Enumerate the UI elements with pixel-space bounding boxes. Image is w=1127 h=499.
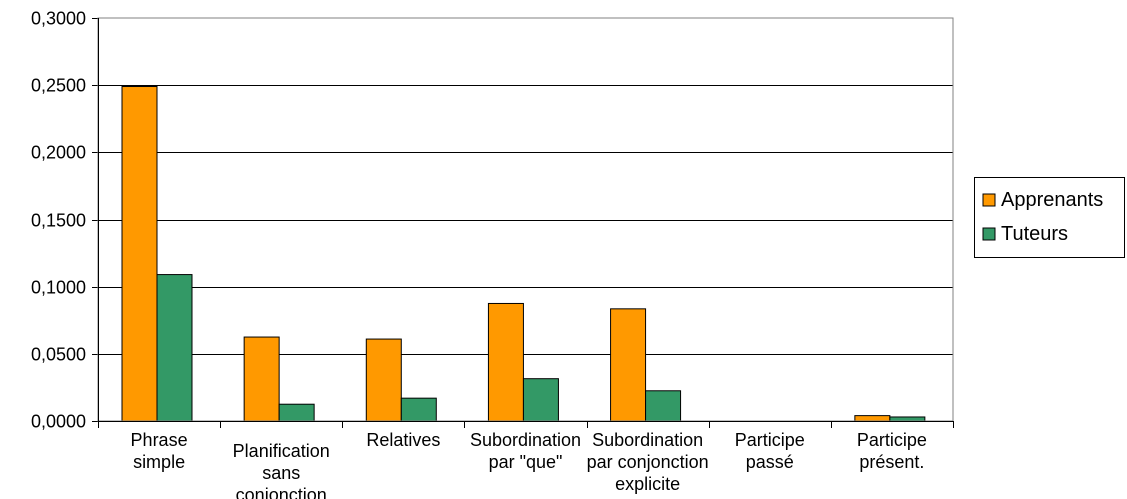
x-axis-labels: Phrase simple Planification sans conjonction…	[131, 430, 927, 499]
gridlines	[98, 85, 953, 355]
y-axis-ticks: 0,0000 0,0500 0,1000 0,1500 0,2000 0,2500 0,30…	[31, 9, 98, 432]
bar-apprenants-6	[854, 415, 891, 422]
legend-box	[974, 177, 1125, 258]
legend: Apprenants Tuteurs	[974, 177, 1125, 258]
y-tick-label: 0,0000	[31, 412, 86, 432]
y-tick-label: 0,1500	[31, 211, 86, 231]
x-category-label: Planification sans conjonction	[233, 441, 330, 499]
bar-tuteurs-2	[400, 397, 437, 422]
legend-swatch	[982, 227, 996, 241]
bar-apprenants-4	[610, 308, 647, 422]
bar-tuteurs-4	[645, 390, 682, 422]
bar-tuteurs-0	[156, 274, 193, 422]
bar-tuteurs-6	[889, 416, 926, 422]
x-category-label: Relatives	[366, 430, 440, 450]
bars	[121, 86, 926, 422]
bar-apprenants-3	[487, 302, 524, 422]
legend-label: Tuteurs	[1001, 223, 1068, 245]
y-tick-label: 0,0500	[31, 345, 86, 365]
y-tick-label: 0,2500	[31, 76, 86, 96]
y-tick-label: 0,1000	[31, 278, 86, 298]
y-tick-label: 0,3000	[31, 9, 86, 29]
x-category-label: Phrase simple	[131, 430, 188, 472]
x-category-label: Subordination par "que"	[470, 430, 581, 472]
legend-label: Apprenants	[1001, 189, 1103, 211]
x-category-label: Participe présent.	[857, 430, 927, 472]
x-category-label: Participe passé	[735, 430, 805, 472]
plot-area	[97, 17, 954, 422]
bar-tuteurs-1	[278, 403, 315, 422]
bar-apprenants-1	[243, 336, 280, 422]
x-category-label: Subordination par conjonction explicite	[587, 430, 709, 494]
legend-swatch	[982, 193, 996, 207]
bar-apprenants-2	[365, 338, 402, 422]
bar-tuteurs-3	[522, 378, 559, 422]
axes	[97, 17, 954, 428]
y-tick-label: 0,2000	[31, 143, 86, 163]
bar-apprenants-0	[121, 86, 158, 422]
